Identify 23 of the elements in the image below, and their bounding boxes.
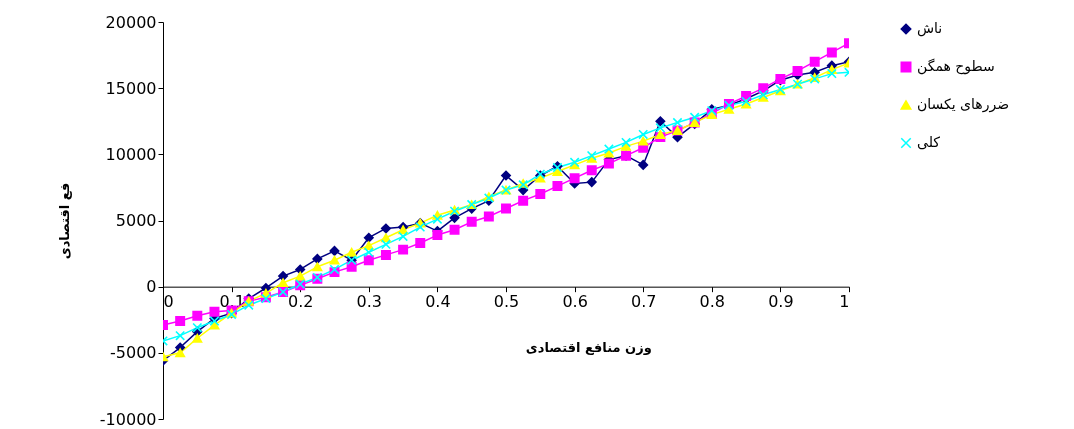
y-tick-label: 10000 xyxy=(105,144,157,164)
y-tick-label: 20000 xyxy=(105,12,157,32)
x-tick-label: 0 xyxy=(163,292,174,312)
x-tick-label: 0.8 xyxy=(699,292,726,312)
y-axis-title: فع اقتصادی xyxy=(56,182,72,260)
legend-label: کلی xyxy=(917,134,941,150)
x-tick-label: 1 xyxy=(839,292,850,312)
y-tick-label: 0 xyxy=(146,277,157,297)
x-tick-label: 0.7 xyxy=(630,292,657,312)
legend-label: ناش xyxy=(917,20,943,37)
y-tick-label: 5000 xyxy=(115,211,157,230)
legend-label: ضررهای یکسان xyxy=(917,96,1010,113)
y-tick-label: -10000 xyxy=(99,409,157,429)
x-tick-label: 0.3 xyxy=(356,292,383,312)
x-tick-label: 0.2 xyxy=(287,292,314,312)
x-tick-label: 0.5 xyxy=(493,292,520,312)
x-tick-label: 0.4 xyxy=(425,292,451,312)
y-tick-label: 15000 xyxy=(105,78,157,98)
x-tick-label: 0.6 xyxy=(562,292,588,312)
y-tick-label: -5000 xyxy=(110,343,157,363)
x-axis-title: وزن منافع اقتصادی xyxy=(525,340,652,356)
x-tick-label: 0.9 xyxy=(768,292,794,312)
legend-label: سطوح همگن xyxy=(917,58,995,75)
